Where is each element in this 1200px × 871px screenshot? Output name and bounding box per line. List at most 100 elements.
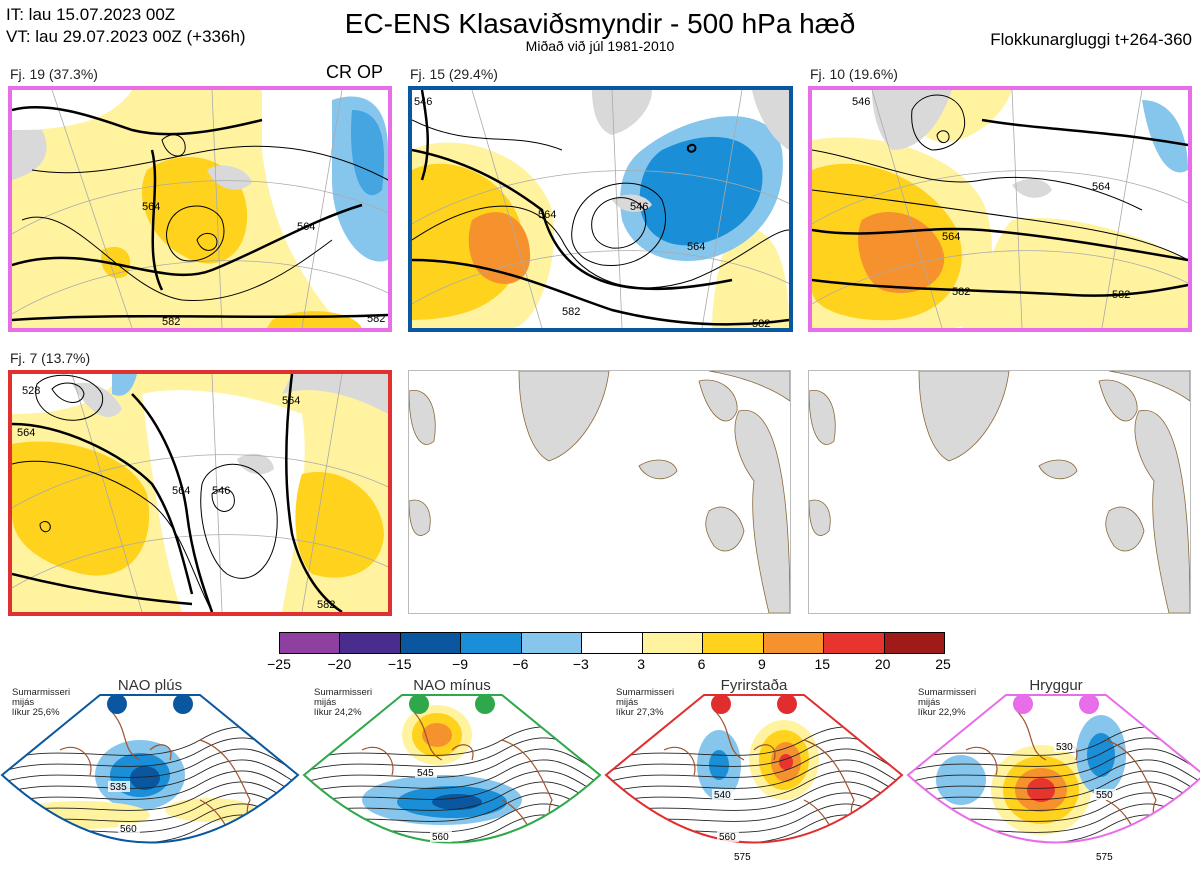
height-contour (908, 770, 1200, 810)
colorbar-swatch (884, 633, 944, 653)
regime-contour-label: 575 (734, 852, 751, 863)
colorbar-tick-label: 9 (758, 656, 766, 672)
contour-label: 564 (142, 201, 160, 213)
cluster-map-1[interactable]: 564 564 582 582 (8, 86, 392, 332)
contour-label: 528 (22, 385, 40, 397)
colorbar-tick-label: 6 (697, 656, 706, 672)
colorbar-tick-label: −3 (572, 656, 589, 672)
regime-info-line: Sumarmisseri (616, 687, 675, 698)
anomaly-blob (1015, 844, 1047, 856)
regime-title: Fyrirstaða (720, 677, 788, 694)
anomaly-blob (936, 755, 986, 805)
regime-info-line: mijás (12, 697, 35, 708)
contour-label: 564 (282, 395, 300, 407)
regime-title: NAO plús (117, 677, 183, 694)
empty-map-5 (408, 370, 791, 614)
colorbar-swatch (763, 633, 825, 653)
regime-info-line: Sumarmisseri (314, 687, 373, 698)
regime-marker-dot (711, 694, 731, 714)
cluster-2-label: Fj. 15 (29.4%) (410, 66, 498, 82)
regime-border (0, 694, 300, 844)
regime-info-line: mijás (314, 697, 337, 708)
contour-label: 546 (852, 96, 870, 108)
cluster-3-label: Fj. 10 (19.6%) (810, 66, 898, 82)
regime-info: Sumarmisseri mijás líkur 25,6% (12, 688, 70, 718)
colorbar-swatch (400, 633, 462, 653)
regime-info-line: Sumarmisseri (918, 687, 977, 698)
contour-label: 546 (212, 485, 230, 497)
regime-contour-label: 560 (432, 832, 449, 843)
empty-map-6 (808, 370, 1191, 614)
regime-contour-label: 535 (110, 782, 127, 793)
anomaly-blob (1027, 778, 1055, 802)
regime-title: NAO mínus (413, 677, 491, 694)
colorbar-tick-label: −25 (267, 656, 291, 672)
colorbar-swatch (521, 633, 583, 653)
contour-label: 546 (630, 201, 648, 213)
regime-contour-label: 560 (120, 824, 137, 835)
regime-marker-dot (173, 694, 193, 714)
regime-contour-label: 545 (417, 768, 434, 779)
regime-contour-label: 560 (719, 832, 736, 843)
regime-info-line: Sumarmisseri (12, 687, 71, 698)
regime-contour-label: 530 (1056, 742, 1073, 753)
colorbar-swatch (340, 633, 401, 653)
regime-marker-dot (777, 694, 797, 714)
regime-map[interactable]: 545560575 (302, 690, 602, 870)
contour-label: 582 (952, 286, 970, 298)
height-contour (606, 759, 902, 799)
init-time: IT: lau 15.07.2023 00Z (6, 5, 176, 24)
regime-marker-dot (475, 694, 495, 714)
regime-title: Hryggur (1029, 677, 1083, 694)
contour-label: 582 (367, 313, 385, 325)
contour-label: 582 (162, 316, 180, 328)
page-subtitle: Miðað við júl 1981-2010 (525, 38, 675, 54)
colorbar-tick-label: 15 (814, 656, 831, 672)
regime-marker-dot (1013, 694, 1033, 714)
colorbar-tick-label: −6 (512, 656, 529, 672)
regime-info: Sumarmisseri mijás líkur 24,2% (314, 688, 372, 718)
regime-map[interactable]: 540 560 575 (604, 690, 904, 870)
classification-window: Flokkunargluggi t+264-360 (990, 30, 1192, 49)
colorbar-swatch (461, 633, 522, 653)
anomaly-blob (165, 798, 255, 822)
contour-label: 582 (1112, 289, 1130, 301)
anomaly-blob (130, 766, 160, 790)
regime-info-line: mijás (918, 697, 941, 708)
cluster-map-2[interactable]: 564 546 564 582 582 546 (408, 86, 793, 332)
contour-label: 564 (17, 427, 35, 439)
contour-label: 564 (1092, 181, 1110, 193)
colorbar-tick-label: 20 (874, 656, 891, 672)
contour-label: 564 (942, 231, 960, 243)
regime-info: Sumarmisseri mijás líkur 22,9% (918, 688, 976, 718)
regime-map[interactable]: 535 560 (0, 690, 300, 870)
cluster-1-tag: CR OP (326, 62, 384, 82)
valid-time: VT: lau 29.07.2023 00Z (+336h) (6, 27, 246, 46)
cluster-map-4[interactable]: 546 564 564 564 582 528 (8, 370, 392, 616)
colorbar-tick-label: −20 (327, 656, 352, 672)
regime-marker-dot (409, 694, 429, 714)
contour-label: 564 (538, 209, 556, 221)
height-contour (304, 770, 600, 810)
colorbar-tick-label: 3 (637, 656, 646, 672)
regime-border (302, 694, 602, 844)
height-contour (2, 759, 298, 799)
anomaly-blob (422, 723, 452, 747)
colorbar-swatch (280, 633, 341, 653)
coastline (361, 709, 573, 843)
anomaly-blob (1087, 733, 1115, 777)
anomaly-blob (709, 750, 729, 780)
regime-border (604, 694, 904, 844)
colorbar-swatch (703, 633, 764, 653)
regime-info-line: líkur 25,6% (12, 707, 60, 718)
cluster-map-3[interactable]: 564 564 582 582 546 (808, 86, 1192, 332)
regime-map[interactable]: 530 550 575 (906, 690, 1200, 870)
contour-label: 564 (172, 485, 190, 497)
height-contour (908, 759, 1200, 799)
coastline (59, 709, 271, 843)
regime-contour-label: 575 (1096, 852, 1113, 863)
colorbar-swatch (582, 633, 643, 653)
contour-label: 564 (297, 221, 315, 233)
regime-border (906, 694, 1200, 844)
contour-label: 582 (752, 318, 770, 328)
